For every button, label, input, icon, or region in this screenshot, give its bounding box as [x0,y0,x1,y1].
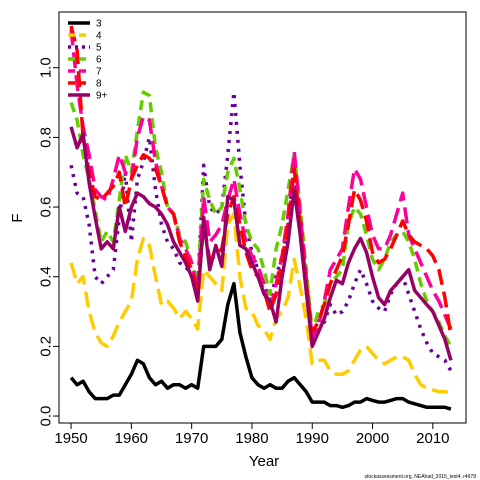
legend-label-6: 6 [96,55,102,66]
series-line-9+ [69,126,453,361]
series-line-3 [69,281,452,411]
x-tick-label: 1990 [296,430,329,447]
legend-label-9+: 9+ [96,91,108,102]
y-axis: 0.0 0.2 0.4 0.6 0.8 1.0 [38,57,59,427]
y-tick-label: 0.8 [38,127,55,148]
y-tick-label: 0.6 [38,197,55,218]
y-axis-title: F [9,213,26,222]
x-tick-label: 2000 [356,430,389,447]
series-line-4 [69,212,452,396]
legend-label-4: 4 [96,31,102,42]
y-tick-label: 0.0 [38,406,55,427]
x-tick-label: 1970 [175,430,208,447]
source-note: stockassessment.org, NEAhad_2015_test4, … [365,474,477,480]
plot-frame [58,11,467,424]
x-tick-label: 2010 [416,430,449,447]
legend-label-7: 7 [96,67,102,78]
series-layer [69,25,453,411]
legend-label-3: 3 [96,19,102,30]
y-tick-label: 1.0 [38,57,55,78]
legend-label-8: 8 [96,79,102,90]
x-tick-label: 1950 [54,430,87,447]
x-tick-label: 1960 [115,430,148,447]
x-axis-title: Year [249,453,279,470]
series-line-5 [69,90,453,372]
legend-label-5: 5 [96,43,102,54]
series-line-7 [69,29,453,342]
y-tick-label: 0.4 [38,266,55,287]
x-axis: 1950 1960 1970 1980 1990 2000 2010 [54,423,450,447]
x-tick-label: 1980 [235,430,268,447]
y-tick-label: 0.2 [38,336,55,357]
